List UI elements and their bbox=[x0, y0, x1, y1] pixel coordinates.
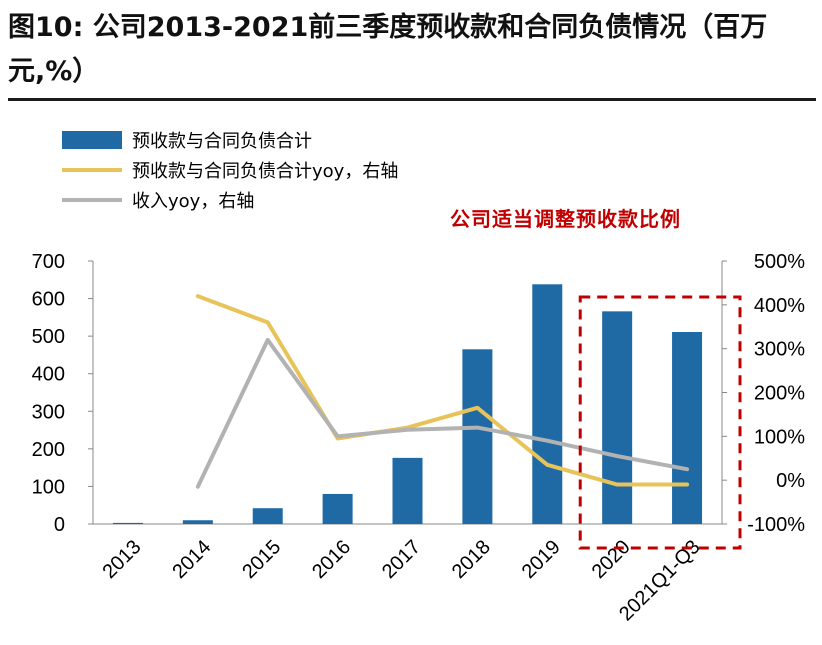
legend-swatch-bar bbox=[62, 131, 122, 149]
chart-title: 图10: 公司2013-2021前三季度预收款和合同负债情况（百万元,%） bbox=[8, 12, 768, 87]
legend-swatch-gold-line bbox=[62, 168, 122, 172]
legend: 预收款与合同负债合计 预收款与合同负债合计yoy，右轴 收入yoy，右轴 bbox=[62, 125, 398, 215]
legend-label-gold-line: 预收款与合同负债合计yoy，右轴 bbox=[132, 161, 399, 182]
y-right-tick-label: 300% bbox=[754, 339, 805, 361]
legend-item-bar: 预收款与合同负债合计 bbox=[62, 125, 398, 155]
y-left-tick-label: 600 bbox=[32, 289, 65, 311]
y-left-tick-label: 0 bbox=[54, 514, 65, 536]
x-tick-label: 2014 bbox=[168, 536, 215, 583]
y-right-tick-label: 0% bbox=[776, 470, 805, 492]
y-left-tick-label: 700 bbox=[32, 251, 65, 273]
x-tick-label: 2017 bbox=[378, 536, 425, 583]
y-left-tick-label: 500 bbox=[32, 326, 65, 348]
legend-label-bar: 预收款与合同负债合计 bbox=[132, 131, 312, 152]
y-right-tick-label: 400% bbox=[754, 295, 805, 317]
x-tick-label: 2016 bbox=[308, 536, 355, 583]
bar bbox=[252, 508, 283, 524]
legend-swatch-gray-line bbox=[62, 198, 122, 202]
x-tick-label: 2019 bbox=[518, 536, 565, 583]
bar bbox=[322, 493, 353, 524]
line-series-gold bbox=[195, 294, 690, 487]
y-right-tick-label: 200% bbox=[754, 383, 805, 405]
bar bbox=[462, 349, 493, 524]
y-right-tick-label: 100% bbox=[754, 426, 805, 448]
bar bbox=[672, 332, 703, 524]
y-left-tick-label: 400 bbox=[32, 364, 65, 386]
legend-label-gray-line: 收入yoy，右轴 bbox=[132, 191, 255, 212]
bar bbox=[602, 311, 633, 524]
legend-item-gray-line: 收入yoy，右轴 bbox=[62, 185, 398, 215]
bar bbox=[112, 522, 143, 524]
y-left-tick-label: 200 bbox=[32, 439, 65, 461]
line-series-gray bbox=[195, 337, 690, 489]
x-tick-label: 2013 bbox=[98, 536, 145, 583]
y-right-tick-label: 500% bbox=[754, 251, 805, 273]
x-tick-label: 2018 bbox=[448, 536, 495, 583]
annotation-text: 公司适当调整预收款比例 bbox=[450, 207, 681, 231]
legend-item-gold-line: 预收款与合同负债合计yoy，右轴 bbox=[62, 155, 398, 185]
bar bbox=[392, 457, 423, 524]
title-divider bbox=[8, 98, 816, 101]
bar bbox=[532, 284, 563, 524]
y-right-tick-label: -100% bbox=[747, 514, 805, 536]
x-tick-label: 2020 bbox=[588, 536, 635, 583]
x-tick-label: 2015 bbox=[238, 536, 285, 583]
bar bbox=[182, 520, 213, 524]
y-left-tick-label: 100 bbox=[32, 476, 65, 498]
y-left-tick-label: 300 bbox=[32, 401, 65, 423]
